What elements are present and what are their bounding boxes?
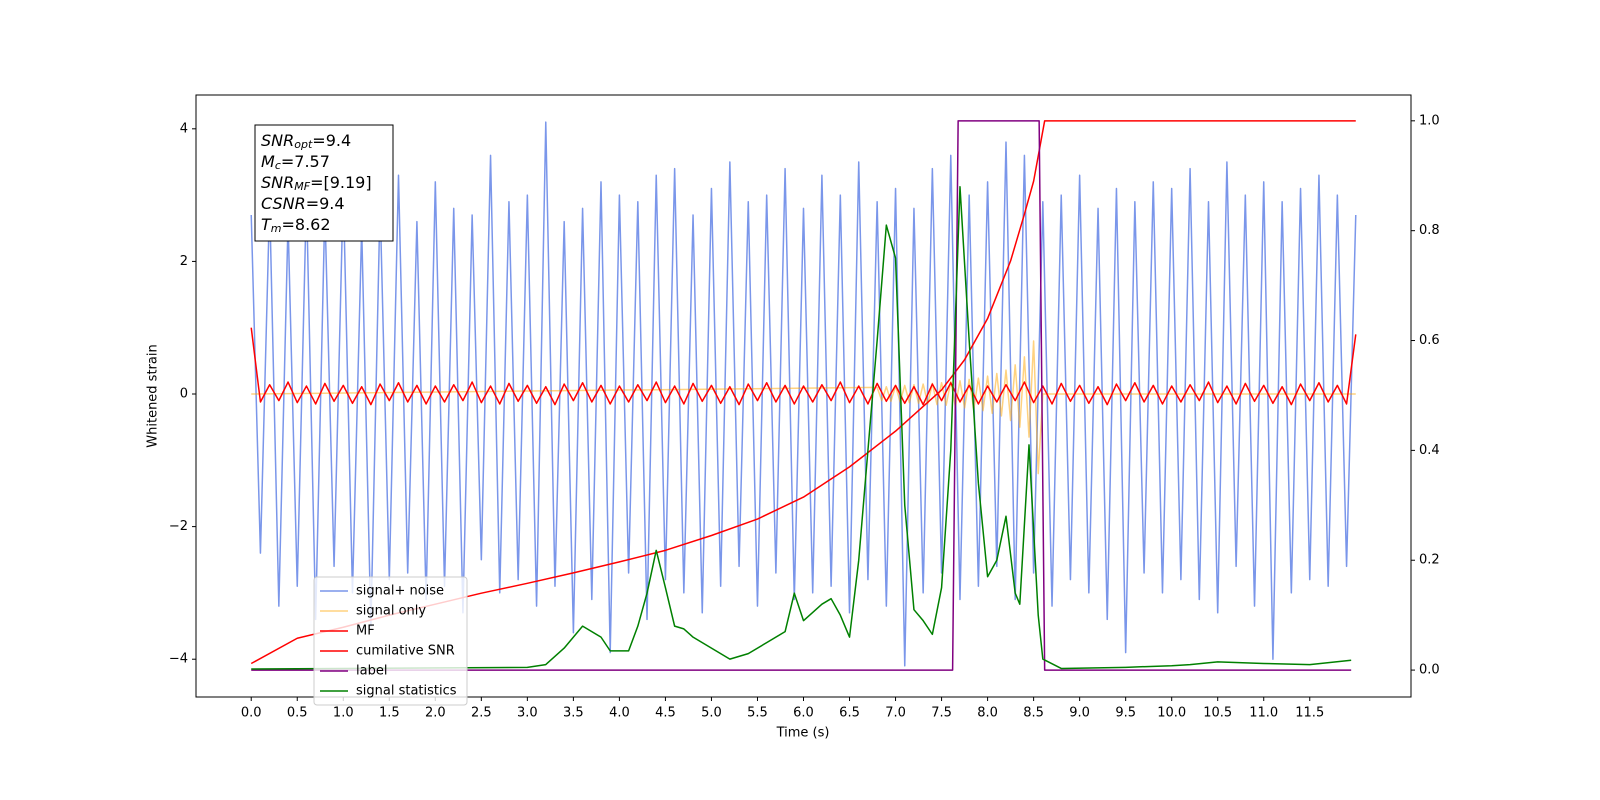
y-tick-label: −4 [169, 652, 188, 667]
x-tick-label: 8.5 [1023, 706, 1044, 721]
annotation-symbol: SNR [261, 131, 294, 150]
annotation-value: =[9.19] [310, 173, 372, 192]
x-tick-label: 4.0 [609, 706, 630, 721]
annotation-subscript: m [271, 222, 282, 235]
x-tick-label: 6.5 [839, 706, 860, 721]
x-tick-label: 0.5 [287, 706, 308, 721]
x-tick-label: 7.5 [931, 706, 952, 721]
x-tick-label: 0.0 [241, 706, 262, 721]
legend-frame [313, 576, 468, 706]
y-tick-label: −2 [169, 519, 188, 534]
x-tick-label: 7.0 [885, 706, 906, 721]
y-tick-label: 0 [180, 387, 188, 402]
x-axis-label: Time (s) [776, 726, 830, 741]
y-axis-label: Whitened strain [146, 344, 161, 447]
annotation-subscript: opt [294, 138, 313, 151]
x-tick-label: 2.0 [425, 706, 446, 721]
annotation-symbol: SNR [261, 173, 294, 192]
x-tick-label: 11.0 [1249, 706, 1278, 721]
annotation-subscript: MF [294, 180, 310, 193]
legend-label: signal statistics [356, 684, 457, 699]
series-line [250, 327, 1357, 406]
x-tick-label: 5.5 [747, 706, 768, 721]
x-tick-label: 8.0 [977, 706, 998, 721]
annotation-symbol: CSNR [261, 194, 306, 213]
legend-label: cumilative SNR [356, 644, 455, 659]
y2-tick-label: 0.2 [1419, 553, 1440, 568]
series-line [250, 121, 1357, 667]
x-tick-label: 1.0 [333, 706, 354, 721]
annotation-value: =7.57 [281, 152, 330, 171]
annotation-symbol: T [261, 215, 272, 234]
x-tick-label: 9.0 [1069, 706, 1090, 721]
legend-label: signal only [356, 604, 426, 619]
series-line [251, 185, 1352, 670]
y2-tick-label: 0.0 [1419, 663, 1440, 678]
x-tick-label: 5.0 [701, 706, 722, 721]
annotation-symbol: M [261, 152, 275, 171]
annotation-text: Tm=8.62 [261, 215, 331, 236]
y2-tick-label: 0.4 [1419, 443, 1440, 458]
annotation-text: Mc=7.57 [261, 152, 330, 173]
annotation-value: =8.62 [282, 215, 331, 234]
annotation-value: =9.4 [312, 131, 351, 150]
y-tick-label: 4 [180, 121, 188, 136]
y2-tick-label: 1.0 [1419, 113, 1440, 128]
x-tick-label: 6.0 [793, 706, 814, 721]
series-line [251, 120, 1352, 671]
legend: signal+ noise signal only MF cumilative SNR… [313, 576, 468, 706]
x-tick-label: 9.5 [1115, 706, 1136, 721]
y2-tick-label: 0.8 [1419, 223, 1440, 238]
x-tick-label: 4.5 [655, 706, 676, 721]
x-tick-label: 2.5 [471, 706, 492, 721]
x-tick-label: 10.5 [1203, 706, 1232, 721]
annotation-text: SNRopt=9.4 [261, 131, 351, 152]
x-tick-label: 11.5 [1295, 706, 1324, 721]
legend-label: label [356, 664, 387, 679]
x-tick-label: 3.0 [517, 706, 538, 721]
axes: 0.0 0.5 1.0 1.5 2.0 2.5 3.0 3.5 4.0 4.5 5.0 5.5 6.0 6… [169, 113, 1440, 720]
annotation-value: =9.4 [306, 194, 345, 213]
x-tick-label: 1.5 [379, 706, 400, 721]
x-tick-label: 3.5 [563, 706, 584, 721]
annotation-text: SNRMF=[9.19] [261, 173, 372, 194]
y-tick-label: 2 [180, 254, 188, 269]
annotation-box: SNRopt=9.4Mc=7.57SNRMF=[9.19]CSNR=9.4Tm=… [254, 124, 394, 242]
annotation-subscript: c [275, 159, 281, 172]
legend-label: MF [356, 624, 375, 639]
legend-label: signal+ noise [356, 584, 444, 599]
x-tick-label: 10.0 [1157, 706, 1186, 721]
annotation-frame [254, 124, 394, 242]
y2-tick-label: 0.6 [1419, 333, 1440, 348]
annotation-text: CSNR=9.4 [261, 194, 345, 213]
